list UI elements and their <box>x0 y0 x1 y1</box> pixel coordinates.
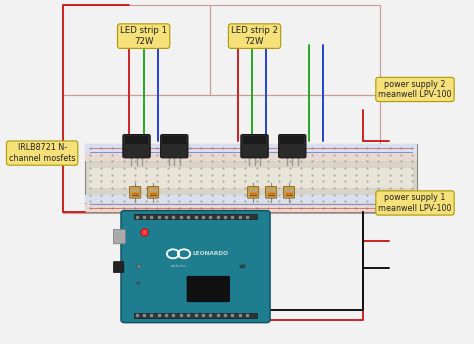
Text: power supply 2
meanwell LPV-100: power supply 2 meanwell LPV-100 <box>378 80 452 99</box>
Bar <box>89 168 413 188</box>
Bar <box>64 5 210 95</box>
Bar <box>64 95 380 213</box>
FancyBboxPatch shape <box>247 186 259 198</box>
FancyBboxPatch shape <box>121 211 270 323</box>
Bar <box>85 153 418 161</box>
FancyBboxPatch shape <box>279 135 306 158</box>
Bar <box>137 281 140 283</box>
Text: power supply 1
meanwell LPV-100: power supply 1 meanwell LPV-100 <box>378 193 452 213</box>
Bar <box>210 5 380 95</box>
Text: LED strip 2
72W: LED strip 2 72W <box>231 26 278 46</box>
FancyBboxPatch shape <box>147 186 159 198</box>
FancyBboxPatch shape <box>265 186 277 198</box>
Text: IRLB8721 N-
channel mosfets: IRLB8721 N- channel mosfets <box>9 143 75 163</box>
Bar <box>243 136 266 144</box>
FancyBboxPatch shape <box>85 144 418 212</box>
Text: arduino: arduino <box>171 264 186 268</box>
Bar <box>240 265 245 268</box>
Bar <box>85 144 418 152</box>
Bar <box>163 136 186 144</box>
FancyBboxPatch shape <box>123 135 150 158</box>
Bar <box>134 313 257 318</box>
Bar <box>137 265 141 268</box>
FancyBboxPatch shape <box>283 186 295 198</box>
Bar <box>85 204 418 212</box>
FancyBboxPatch shape <box>161 135 188 158</box>
Text: LEONARDO: LEONARDO <box>192 251 228 256</box>
FancyBboxPatch shape <box>187 276 229 302</box>
Bar <box>134 214 257 219</box>
Bar <box>281 136 304 144</box>
FancyBboxPatch shape <box>113 262 124 272</box>
Text: LED strip 1
72W: LED strip 1 72W <box>120 26 167 46</box>
FancyBboxPatch shape <box>129 186 141 198</box>
FancyBboxPatch shape <box>113 229 126 244</box>
Bar <box>125 136 148 144</box>
Bar <box>85 195 418 203</box>
FancyBboxPatch shape <box>241 135 268 158</box>
